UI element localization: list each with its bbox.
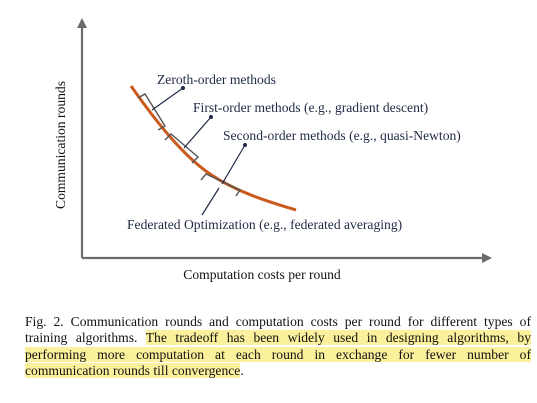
leader-dot-second xyxy=(243,143,247,147)
leader-second xyxy=(221,144,246,185)
label-federated: Federated Optimization (e.g., federated … xyxy=(127,217,402,233)
leader-federated xyxy=(201,187,220,216)
caption-tail: . xyxy=(240,363,244,379)
x-axis-label: Computation costs per round xyxy=(183,267,341,282)
figure-caption: Fig. 2. Communication rounds and computa… xyxy=(25,314,531,380)
label-zeroth-order: Zeroth-order methods xyxy=(157,72,276,87)
label-second-order: Second-order methods (e.g., quasi-Newton… xyxy=(223,128,461,144)
y-axis-label: Communication rounds xyxy=(53,81,68,209)
bracket-first xyxy=(164,133,200,164)
bracket-second xyxy=(200,173,242,197)
caption-lead: Fig. 2. Communication rounds and computa… xyxy=(25,314,531,346)
leader-first xyxy=(183,116,212,149)
leader-dot-zeroth xyxy=(181,86,185,90)
tradeoff-curve xyxy=(129,85,297,212)
leader-zeroth xyxy=(151,87,184,111)
bracket-zeroth xyxy=(137,93,166,131)
figure: Communication rounds Computation costs p… xyxy=(53,18,492,282)
label-first-order: First-order methods (e.g., gradient desc… xyxy=(193,100,428,116)
leader-dot-first xyxy=(209,115,213,119)
